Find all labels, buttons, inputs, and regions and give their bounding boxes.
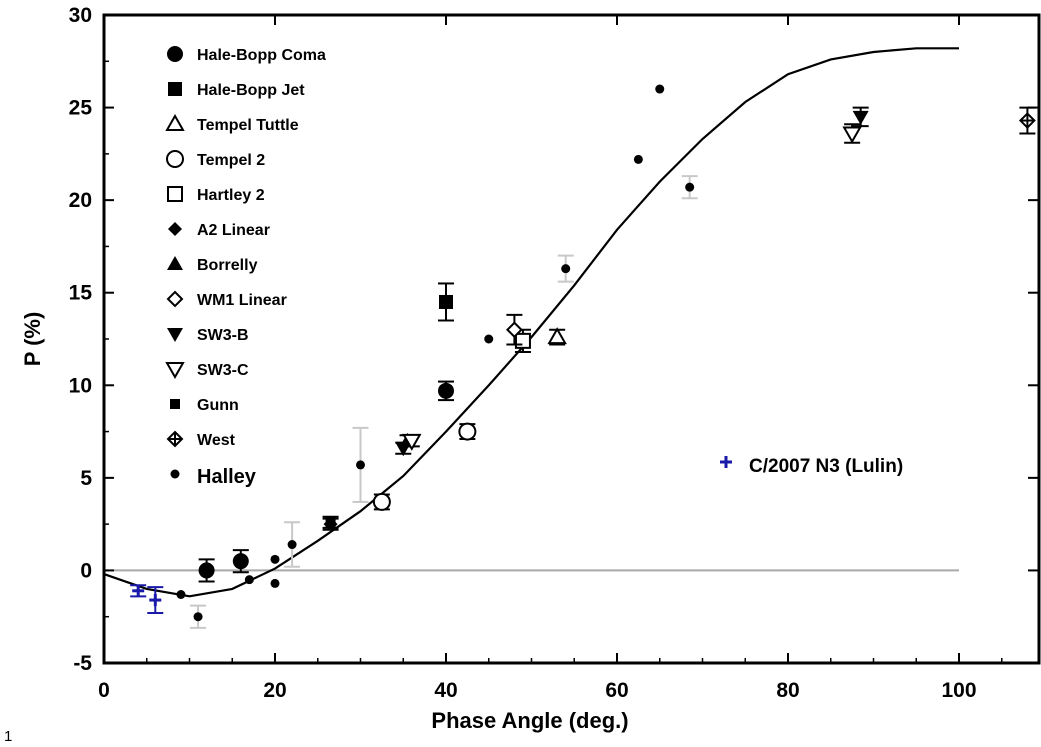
legend-marker — [165, 113, 185, 131]
data-point — [176, 589, 186, 599]
data-point — [198, 562, 215, 579]
y-tick-label: 20 — [69, 189, 92, 212]
data-point — [132, 584, 145, 597]
data-point — [633, 154, 643, 164]
legend-label: Hale-Bopp Coma — [197, 47, 326, 64]
x-tick-label: 60 — [605, 679, 628, 702]
legend-marker — [168, 222, 182, 236]
x-tick-label: 0 — [98, 679, 110, 702]
data-point — [505, 321, 523, 339]
data-point — [232, 553, 249, 570]
data-point — [514, 332, 531, 349]
legend-label: Hale-Bopp Jet — [197, 82, 305, 99]
legend-label: Hartley 2 — [197, 187, 265, 204]
x-axis-label: Phase Angle (deg.) — [431, 708, 628, 733]
data-point — [325, 517, 336, 528]
data-point — [852, 110, 869, 125]
y-tick-label: 15 — [69, 282, 93, 305]
data-point — [287, 540, 297, 550]
data-point — [547, 327, 567, 345]
legend-label: West — [197, 432, 236, 449]
legend-label: WM1 Linear — [197, 292, 287, 309]
data-point — [655, 84, 665, 94]
legend-label: A2 Linear — [197, 222, 270, 239]
data-point — [561, 264, 571, 274]
legend-label: SW3-B — [197, 327, 249, 344]
x-tick-label: 20 — [263, 679, 286, 702]
y-tick-label: -5 — [73, 652, 92, 675]
x-tick-label: 100 — [941, 679, 976, 702]
data-point — [270, 578, 280, 588]
x-tick-label: 40 — [434, 679, 457, 702]
y-tick-label: 25 — [69, 97, 93, 120]
legend-label: Tempel Tuttle — [197, 117, 299, 134]
data-point — [458, 422, 477, 441]
figure-number: 1 — [4, 728, 13, 745]
data-point — [438, 382, 454, 399]
y-tick-label: 5 — [80, 467, 92, 490]
legend-marker — [166, 290, 184, 308]
legend-label: Halley — [197, 466, 257, 488]
data-point — [193, 612, 203, 622]
annotation-marker — [720, 456, 732, 468]
y-tick-label: 0 — [80, 559, 92, 582]
data-point — [244, 575, 254, 585]
legend-marker — [165, 362, 185, 380]
data-point — [356, 460, 365, 470]
legend-label: SW3-C — [197, 362, 249, 379]
legend-marker — [170, 399, 180, 409]
data-point — [149, 594, 162, 607]
y-tick-label: 10 — [69, 374, 92, 397]
legend-marker — [167, 186, 183, 202]
data-point — [402, 433, 422, 451]
legend-marker — [167, 328, 183, 342]
legend-label: Tempel 2 — [197, 152, 265, 169]
legend-marker — [166, 150, 184, 168]
legend-label: Borrelly — [197, 257, 258, 274]
data-point — [270, 554, 280, 564]
data-point — [685, 182, 695, 192]
legend-label: Gunn — [197, 397, 239, 414]
data-point — [484, 334, 494, 344]
annotation-label: C/2007 N3 (Lulin) — [749, 456, 903, 477]
data-point — [842, 126, 862, 144]
data-point — [1018, 112, 1036, 129]
legend-marker — [168, 82, 182, 96]
legend-marker — [167, 46, 183, 62]
y-tick-label: 30 — [69, 4, 92, 27]
plot-frame — [102, 13, 1041, 665]
legend-marker — [167, 256, 183, 270]
x-tick-label: 80 — [776, 679, 799, 702]
y-axis-label: P (%) — [20, 312, 45, 367]
legend-marker — [170, 469, 180, 479]
legend-marker — [166, 430, 184, 448]
data-point — [372, 492, 391, 511]
data-point — [439, 294, 453, 309]
